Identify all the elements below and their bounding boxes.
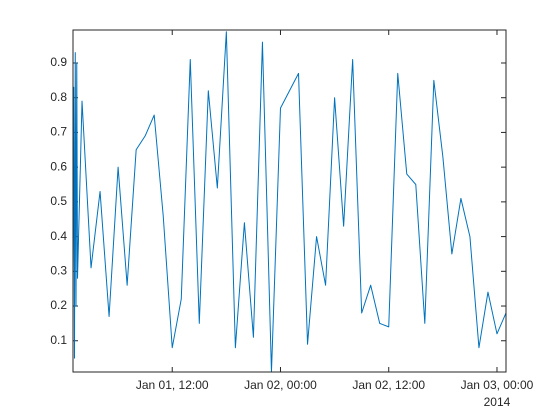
- y-tick-label: 0.7: [50, 125, 67, 139]
- y-tick-label: 0.8: [50, 90, 67, 104]
- x-tick-label: Jan 02, 00:00: [244, 378, 317, 392]
- data-line: [72, 31, 507, 373]
- y-tick-label: 0.6: [50, 159, 67, 173]
- x-tick-label: Jan 01, 12:00: [136, 378, 209, 392]
- plot-area: [73, 30, 506, 372]
- y-tick-label: 0.4: [50, 229, 67, 243]
- y-tick-label: 0.1: [50, 333, 67, 347]
- y-tick-label: 0.9: [50, 55, 67, 69]
- axes-box: [72, 29, 507, 373]
- y-tick-label: 0.2: [50, 298, 67, 312]
- y-tick-label: 0.5: [50, 194, 67, 208]
- x-tick-label: Jan 02, 12:00: [352, 378, 425, 392]
- y-tick-label: 0.3: [50, 263, 67, 277]
- x-tick-label: Jan 03, 00:00: [461, 378, 534, 392]
- x-secondary-label: 2014: [484, 395, 511, 409]
